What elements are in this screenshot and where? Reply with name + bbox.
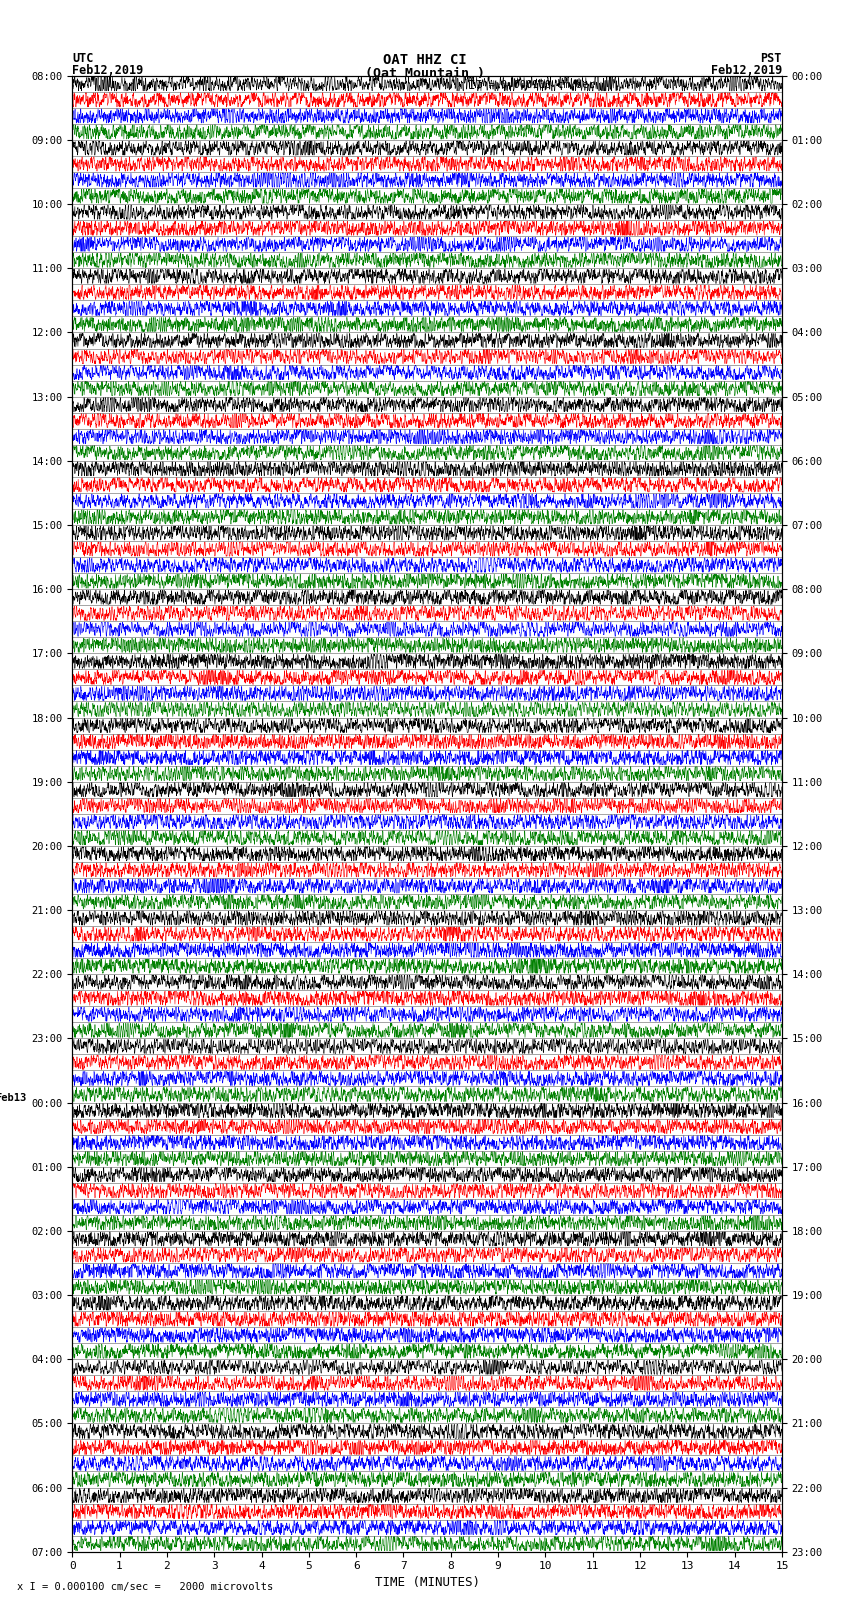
Text: (Oat Mountain ): (Oat Mountain ) xyxy=(365,66,485,81)
X-axis label: TIME (MINUTES): TIME (MINUTES) xyxy=(375,1576,479,1589)
Text: PST: PST xyxy=(761,52,782,65)
Text: x I = 0.000100 cm/sec =   2000 microvolts: x I = 0.000100 cm/sec = 2000 microvolts xyxy=(17,1582,273,1592)
Text: I: I xyxy=(468,79,475,92)
Text: OAT HHZ CI: OAT HHZ CI xyxy=(383,53,467,68)
Text: Feb12,2019: Feb12,2019 xyxy=(72,65,144,77)
Text: UTC: UTC xyxy=(72,52,94,65)
Text: Feb12,2019: Feb12,2019 xyxy=(711,65,782,77)
Text: Feb13: Feb13 xyxy=(0,1092,26,1103)
Text: I = 0.000100 cm/sec: I = 0.000100 cm/sec xyxy=(476,81,595,90)
